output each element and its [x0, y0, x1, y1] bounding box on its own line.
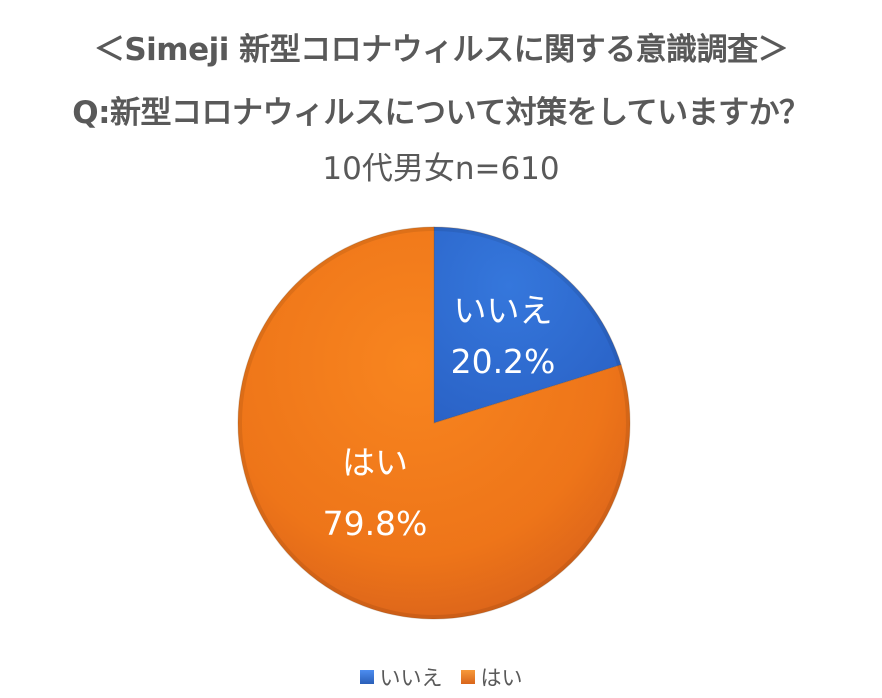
- chart-question: Q:新型コロナウィルスについて対策をしていますか？: [72, 95, 810, 131]
- legend-label: はい: [480, 666, 523, 690]
- data-label-name: はい: [342, 443, 408, 482]
- chart-sample-size: 10代男女n=610: [322, 151, 560, 187]
- legend-item-iie: いいえ: [359, 662, 443, 692]
- chart-legend: いいえ はい: [0, 662, 882, 692]
- legend-label: いいえ: [379, 666, 443, 690]
- data-label-hai: はい 79.8%: [300, 436, 450, 543]
- data-label-value: 20.2%: [450, 342, 556, 381]
- data-label-iie: いいえ 20.2%: [438, 284, 568, 381]
- legend-swatch-icon: [460, 670, 475, 684]
- data-label-value: 79.8%: [322, 504, 428, 543]
- data-label-name: いいえ: [453, 291, 553, 330]
- chart-title: ＜Simeji 新型コロナウィルスに関する意識調査＞: [93, 32, 789, 68]
- pie-slice-0: [433, 226, 622, 424]
- pie-slice-1: [237, 226, 631, 620]
- legend-swatch-icon: [359, 670, 374, 684]
- pie-slices: [237, 226, 631, 620]
- legend-item-hai: はい: [460, 662, 523, 692]
